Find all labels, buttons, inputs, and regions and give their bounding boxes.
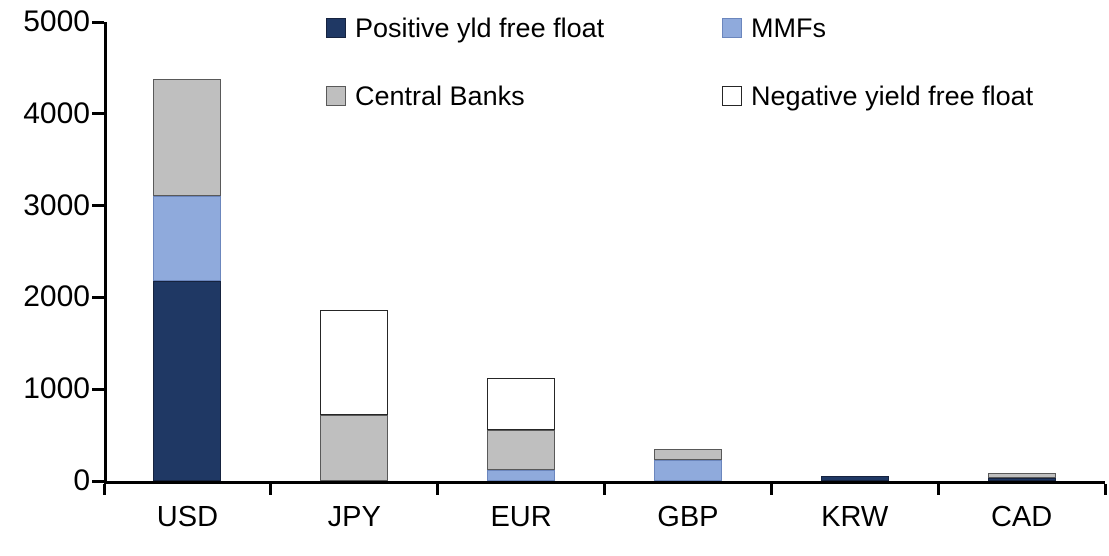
- x-axis-tick: [603, 484, 606, 495]
- x-axis-line: [104, 481, 1105, 484]
- legend-label: Positive yld free float: [355, 13, 605, 43]
- x-axis-tick: [1103, 484, 1107, 495]
- bar-segment-USD-positive-yld-free-float: [153, 280, 222, 481]
- x-axis-category-label: CAD: [990, 501, 1053, 533]
- y-axis-tick-label: 3000: [23, 188, 90, 222]
- legend-label: Negative yield free float: [751, 81, 1034, 111]
- y-axis-tick-label: 1000: [23, 372, 90, 406]
- x-axis-tick: [936, 484, 940, 495]
- legend-item-mmfs: MMFs: [722, 13, 826, 43]
- y-axis-tick: [92, 204, 104, 208]
- bar-segment-USD-mmfs: [153, 196, 222, 281]
- x-axis-category-label: EUR: [490, 501, 552, 533]
- legend-label: Central Banks: [355, 81, 525, 111]
- bar-segment-CAD-central-banks: [987, 473, 1056, 478]
- bar-segment-JPY-negative-yield-free-float: [320, 310, 389, 416]
- x-axis-tick: [269, 484, 273, 495]
- y-axis-tick-label: 0: [73, 464, 90, 497]
- y-axis-tick-label: 5000: [23, 5, 90, 38]
- bar-segment-EUR-central-banks: [487, 430, 556, 471]
- legend-swatch-icon: [326, 18, 346, 38]
- bar-segment-GBP-central-banks: [653, 449, 722, 461]
- bar-segment-USD-central-banks: [153, 78, 222, 197]
- y-axis-tick: [92, 479, 104, 483]
- x-axis-category-label: JPY: [327, 501, 381, 533]
- y-axis-tick: [92, 387, 104, 391]
- bar-segment-EUR-mmfs: [487, 470, 556, 481]
- bar-segment-EUR-negative-yield-free-float: [487, 378, 556, 431]
- legend-swatch-icon: [326, 86, 346, 106]
- y-axis-tick: [92, 295, 104, 299]
- bar-segment-JPY-central-banks: [320, 415, 389, 481]
- y-axis-tick-label: 2000: [23, 280, 90, 314]
- legend-swatch-icon: [722, 86, 742, 106]
- bar-segment-KRW-positive-yld-free-float: [820, 475, 889, 481]
- legend-item-negative-yield-free-float: Negative yield free float: [722, 81, 1034, 111]
- y-axis-tick-label: 4000: [23, 96, 90, 130]
- x-axis-tick: [436, 484, 440, 495]
- bar-segment-GBP-mmfs: [653, 460, 722, 481]
- x-axis-category-label: GBP: [657, 501, 719, 533]
- bar-segment-CAD-positive-yld-free-float: [987, 477, 1056, 481]
- legend-label: MMFs: [751, 13, 826, 43]
- legend-swatch-icon: [722, 18, 742, 38]
- y-axis-line: [104, 22, 107, 484]
- x-axis-category-label: KRW: [821, 501, 889, 533]
- y-axis-tick: [92, 112, 104, 116]
- legend-item-positive-yld-free-float: Positive yld free float: [326, 13, 605, 43]
- x-axis-tick: [769, 484, 773, 495]
- y-axis-tick: [92, 20, 104, 24]
- legend-item-central-banks: Central Banks: [326, 81, 525, 111]
- x-axis-tick: [102, 484, 106, 495]
- plot-area: 0 1000 2000 3000 4000 5000: [23, 7, 1107, 496]
- x-axis-category-label: USD: [156, 501, 219, 533]
